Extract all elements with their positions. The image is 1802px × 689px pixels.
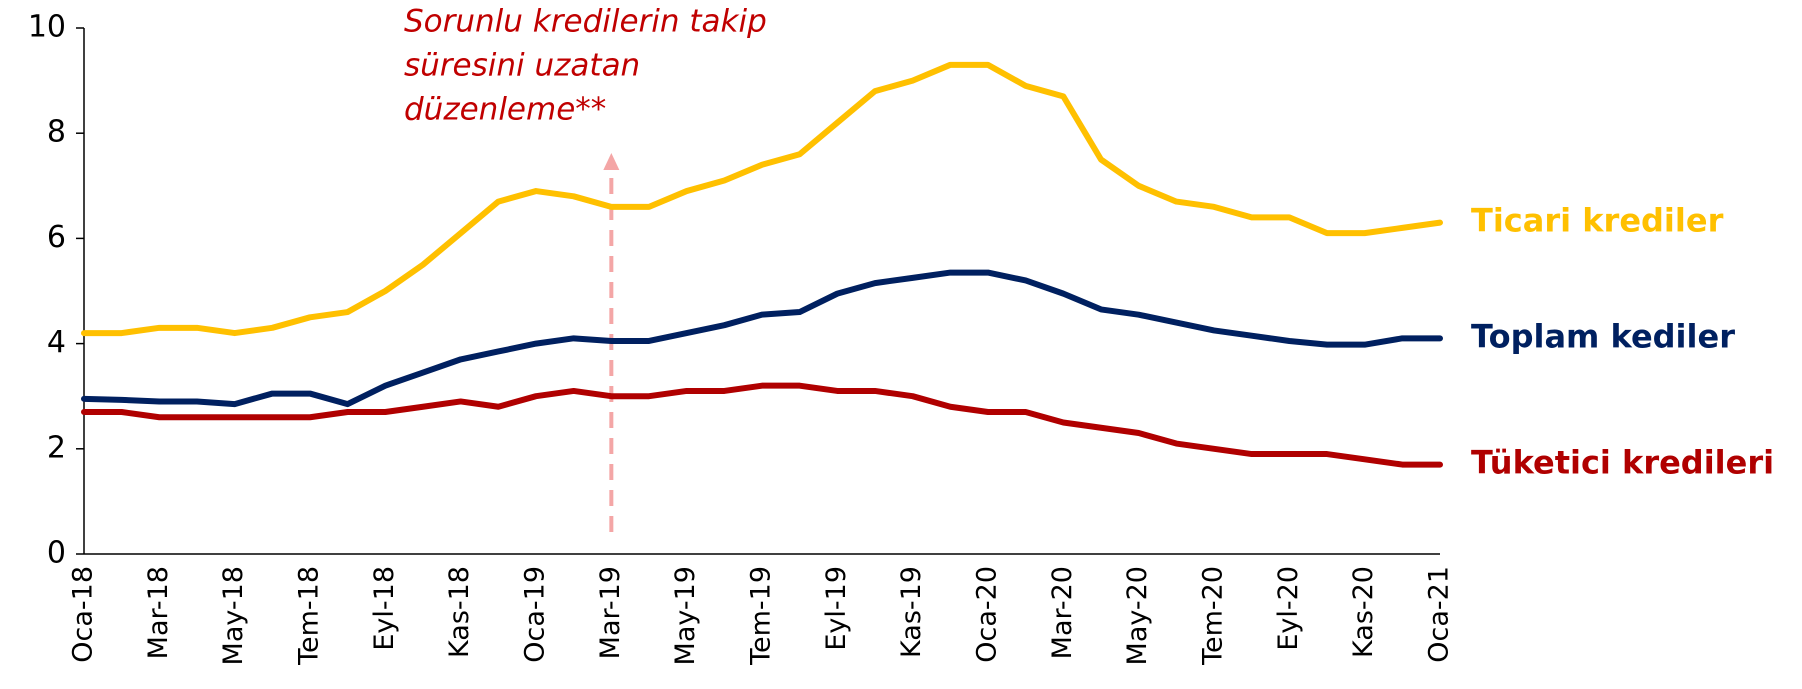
y-tick-label: 0 <box>47 536 66 571</box>
x-tick-label: May-19 <box>670 566 701 665</box>
x-tick-label: Eyl-18 <box>369 566 400 651</box>
y-tick-label: 10 <box>28 10 66 45</box>
x-tick-label: May-20 <box>1122 566 1153 665</box>
x-tick-label: Tem-20 <box>1198 566 1229 666</box>
x-tick-label: Tem-19 <box>746 566 777 666</box>
series-label: Ticari krediler <box>1471 202 1724 240</box>
x-tick-label: Kas-18 <box>444 566 475 658</box>
x-tick-label: Oca-19 <box>520 566 551 663</box>
annotation-arrowhead <box>603 153 620 170</box>
x-tick-label: Mar-19 <box>595 566 626 659</box>
x-tick-label: Mar-18 <box>143 566 174 659</box>
y-tick-label: 6 <box>47 220 66 255</box>
x-tick-label: Kas-19 <box>896 566 927 658</box>
x-tick-label: May-18 <box>218 566 249 665</box>
x-tick-label: Oca-21 <box>1424 566 1455 663</box>
series-label: Toplam kediler <box>1471 317 1735 355</box>
y-tick-label: 2 <box>47 430 66 465</box>
series-line <box>81 382 1443 468</box>
x-tick-label: Oca-20 <box>972 566 1003 663</box>
series-line <box>81 269 1443 408</box>
series-label: Tüketici kredileri <box>1471 444 1774 482</box>
y-tick-label: 4 <box>47 325 66 360</box>
annotation-text: Sorunlu kredilerin takip <box>404 4 767 40</box>
y-tick-label: 8 <box>47 115 66 150</box>
annotation-text: düzenleme** <box>404 92 606 128</box>
x-tick-label: Kas-20 <box>1348 566 1379 658</box>
series-line <box>81 61 1443 337</box>
x-tick-label: Tem-18 <box>294 566 325 666</box>
x-tick-label: Oca-18 <box>68 566 99 663</box>
x-tick-label: Mar-20 <box>1047 566 1078 659</box>
x-tick-label: Eyl-20 <box>1273 566 1304 651</box>
annotation-text: süresini uzatan <box>404 48 640 84</box>
x-tick-label: Eyl-19 <box>821 566 852 651</box>
